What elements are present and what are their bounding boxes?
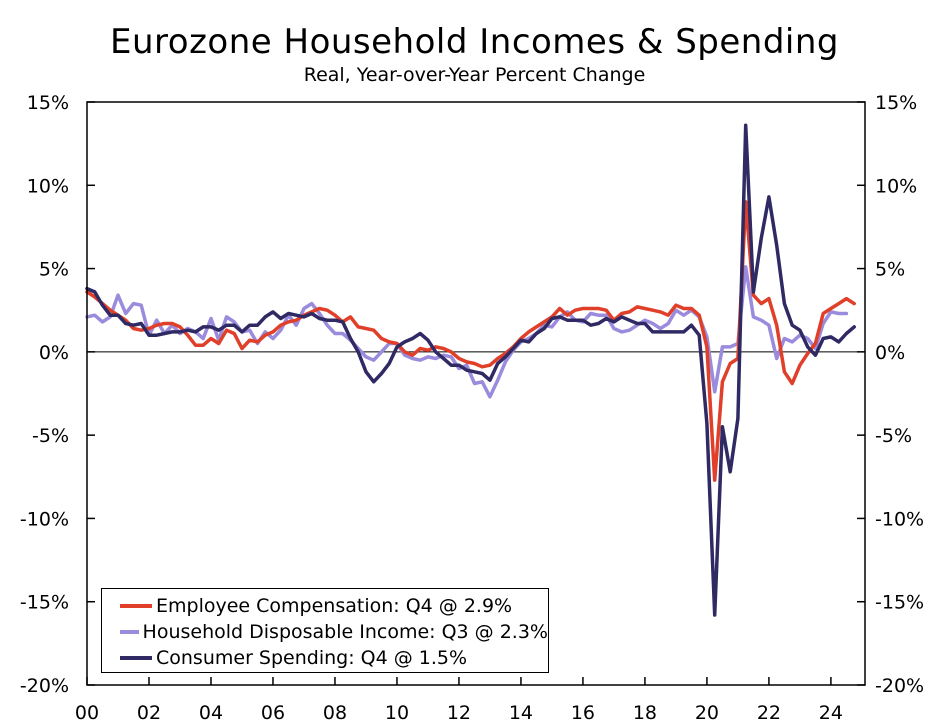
series-line-employee-compensation [85, 200, 856, 482]
x-tick-label: 12 [447, 702, 471, 724]
x-tick-label: 02 [137, 702, 161, 724]
x-tick-label: 20 [695, 702, 719, 724]
x-tick-label: 10 [385, 702, 409, 724]
legend-item-consumer-spending: Consumer Spending: Q4 @ 1.5% [120, 645, 548, 671]
y-tick-label-left: -5% [32, 425, 69, 447]
y-tick-label-left: 10% [27, 175, 69, 197]
legend-label-employee-compensation: Employee Compensation: Q4 @ 2.9% [156, 595, 513, 617]
x-tick-label: 18 [633, 702, 657, 724]
legend-swatch-consumer-spending [120, 656, 152, 660]
chart-subtitle: Real, Year-over-Year Percent Change [303, 64, 646, 86]
x-tick-label: 14 [509, 702, 533, 724]
x-tick-label: 08 [323, 702, 347, 724]
legend-item-household-disposable-income: Household Disposable Income: Q3 @ 2.3% [120, 619, 548, 645]
y-tick-label-left: 15% [27, 92, 69, 114]
chart-title: Eurozone Household Incomes & Spending [110, 22, 839, 62]
legend-item-employee-compensation: Employee Compensation: Q4 @ 2.9% [120, 593, 548, 619]
legend-swatch-employee-compensation [120, 604, 152, 608]
y-tick-label-left: 0% [39, 342, 69, 364]
y-tick-label-right: 5% [875, 259, 905, 281]
x-tick-label: 00 [75, 702, 99, 724]
legend-label-household-disposable-income: Household Disposable Income: Q3 @ 2.3% [142, 621, 548, 643]
legend-label-consumer-spending: Consumer Spending: Q4 @ 1.5% [156, 647, 468, 669]
y-tick-label-right: -5% [875, 425, 912, 447]
y-tick-label-left: -10% [20, 508, 69, 530]
y-tick-label-right: 10% [875, 175, 917, 197]
y-tick-label-right: 15% [875, 92, 917, 114]
y-tick-label-right: -15% [875, 592, 924, 614]
series-line-household-disposable-income [85, 265, 849, 399]
y-tick-label-right: -10% [875, 508, 924, 530]
chart-legend: Employee Compensation: Q4 @ 2.9% Househo… [101, 588, 549, 673]
x-tick-label: 22 [757, 702, 781, 724]
series-line-consumer-spending [85, 123, 856, 617]
y-tick-label-right: -20% [875, 675, 924, 697]
y-tick-label-right: 0% [875, 342, 905, 364]
plot-frame [86, 101, 866, 686]
x-tick-label: 04 [199, 702, 223, 724]
y-tick-label-left: -20% [20, 675, 69, 697]
x-tick-label: 06 [261, 702, 285, 724]
x-tick-label: 24 [819, 702, 843, 724]
legend-swatch-household-disposable-income [120, 630, 139, 634]
x-tick-label: 16 [571, 702, 595, 724]
y-tick-label-left: -15% [20, 592, 69, 614]
y-tick-label-left: 5% [39, 259, 69, 281]
